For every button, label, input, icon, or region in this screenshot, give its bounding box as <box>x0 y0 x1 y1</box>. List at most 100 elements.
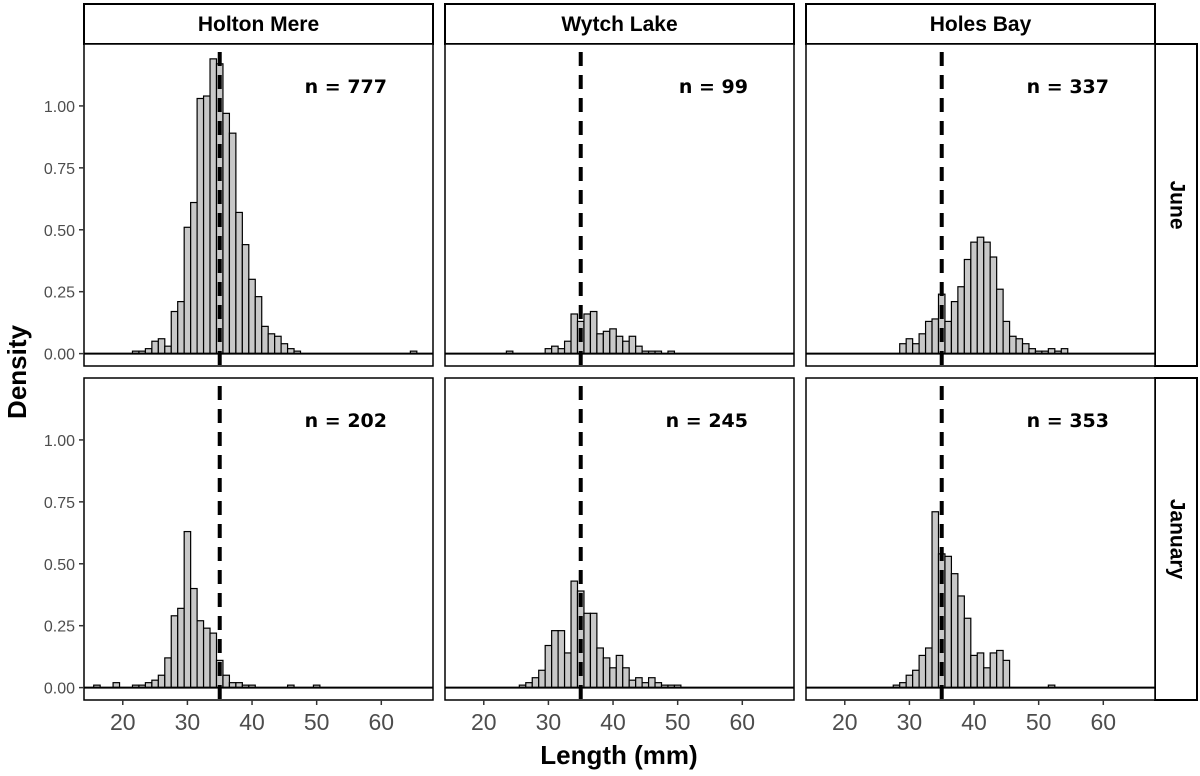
histogram-bar <box>557 630 566 689</box>
histogram-bar <box>647 677 656 689</box>
x-tick-label: 50 <box>665 709 691 735</box>
histogram-bar <box>1008 335 1017 355</box>
histogram-bar <box>628 335 637 355</box>
histogram-bar <box>589 612 598 689</box>
histogram-bar <box>1021 343 1030 355</box>
histogram-bar <box>583 313 592 355</box>
histogram-bar <box>905 338 914 355</box>
histogram-bar <box>931 511 940 689</box>
x-axis-title: Length (mm) <box>540 740 697 770</box>
histogram-bar <box>235 211 243 355</box>
histogram-bar <box>963 258 972 355</box>
histogram-bar <box>899 343 907 355</box>
histogram-bar <box>177 301 185 355</box>
x-tick-label: 50 <box>304 709 330 735</box>
histogram-bar <box>615 335 624 355</box>
histogram-bar <box>190 201 198 355</box>
y-tick-label: 0.50 <box>44 557 75 574</box>
histogram-bar <box>944 555 953 689</box>
x-tick-label: 20 <box>471 709 497 735</box>
histogram-bar <box>609 328 617 355</box>
histogram-bar <box>551 345 559 355</box>
histogram-bar <box>202 627 211 689</box>
histogram-bar <box>596 333 604 355</box>
histogram-bar <box>635 345 643 355</box>
histogram-bar <box>996 649 1004 689</box>
y-tick-label: 0.00 <box>44 347 75 364</box>
histogram-bar <box>248 278 256 355</box>
sample-size-label: n = 337 <box>1027 76 1109 98</box>
histogram-bar <box>1002 320 1011 355</box>
y-axis-title: Density <box>2 325 32 419</box>
x-tick-label: 30 <box>897 709 923 735</box>
histogram-bar <box>1015 338 1024 355</box>
histogram-bar <box>970 654 978 689</box>
histogram-bar <box>957 286 965 355</box>
histogram-bar <box>190 587 198 689</box>
y-tick-label: 0.25 <box>44 285 75 302</box>
histogram-bar <box>267 333 276 355</box>
histogram-bar <box>228 132 237 355</box>
histogram-bar <box>622 667 630 689</box>
x-tick-label: 30 <box>536 709 562 735</box>
histogram-bar <box>918 654 927 689</box>
histogram-bar <box>918 333 927 355</box>
histogram-bar <box>583 612 592 689</box>
histogram-bar <box>950 573 959 689</box>
panel-1: n = 99 <box>444 43 795 367</box>
histogram-bar <box>602 657 611 689</box>
histogram-bar <box>609 667 617 689</box>
x-tick-label: 60 <box>1090 709 1116 735</box>
histogram-bar <box>280 343 289 355</box>
histogram-bar <box>183 530 192 689</box>
histogram-bar <box>912 669 920 689</box>
histogram-bar <box>164 657 172 689</box>
panel-2: n = 337 <box>805 43 1156 367</box>
histogram-bar <box>983 667 991 689</box>
histogram-bar <box>570 580 579 689</box>
facet-strip-0 <box>83 3 434 45</box>
histogram-bar <box>950 301 959 355</box>
histogram-bar <box>544 644 553 689</box>
histogram-bar <box>615 654 624 689</box>
facet-strip-label-0: Holton Mere <box>198 13 319 36</box>
row-strip-label-1: January <box>1165 499 1188 580</box>
y-tick-label: 0.75 <box>44 495 75 512</box>
histogram-bar <box>1002 659 1011 689</box>
histogram-bar <box>989 652 998 689</box>
histogram-bar <box>254 296 263 355</box>
y-tick-label: 0.75 <box>44 161 75 178</box>
histogram-bar <box>944 320 953 355</box>
panel-3: n = 202 <box>83 377 434 701</box>
histogram-bar <box>983 241 991 355</box>
histogram-bar <box>912 343 920 355</box>
histogram-bar <box>151 679 159 689</box>
histogram-bar <box>538 669 546 689</box>
histogram-bar <box>274 335 282 355</box>
row-strip-1 <box>1154 377 1198 701</box>
sample-size-label: n = 353 <box>1027 410 1109 432</box>
y-tick-label: 0.50 <box>44 223 75 240</box>
x-tick-label: 50 <box>1026 709 1052 735</box>
histogram-bar <box>996 288 1004 355</box>
x-tick-label: 40 <box>600 709 626 735</box>
histogram-bar <box>563 340 572 355</box>
histogram-bar <box>905 674 914 689</box>
histogram-bar <box>196 620 205 689</box>
histogram-bar <box>222 674 231 689</box>
facet-strip-label-2: Holes Bay <box>930 13 1032 36</box>
histogram-bar <box>628 679 637 689</box>
panel-frame <box>444 43 795 367</box>
histogram-bar <box>937 293 946 355</box>
histogram-bar <box>170 615 179 689</box>
x-tick-label: 40 <box>961 709 987 735</box>
sample-size-label: n = 777 <box>305 76 387 98</box>
x-tick-label: 60 <box>368 709 394 735</box>
sample-size-label: n = 202 <box>305 410 387 432</box>
panel-frame <box>805 377 1156 701</box>
histogram-bar <box>570 313 579 355</box>
histogram-bar <box>241 244 250 355</box>
histogram-bar <box>170 310 179 355</box>
histogram-bar <box>202 95 211 355</box>
histogram-bar <box>151 340 159 355</box>
